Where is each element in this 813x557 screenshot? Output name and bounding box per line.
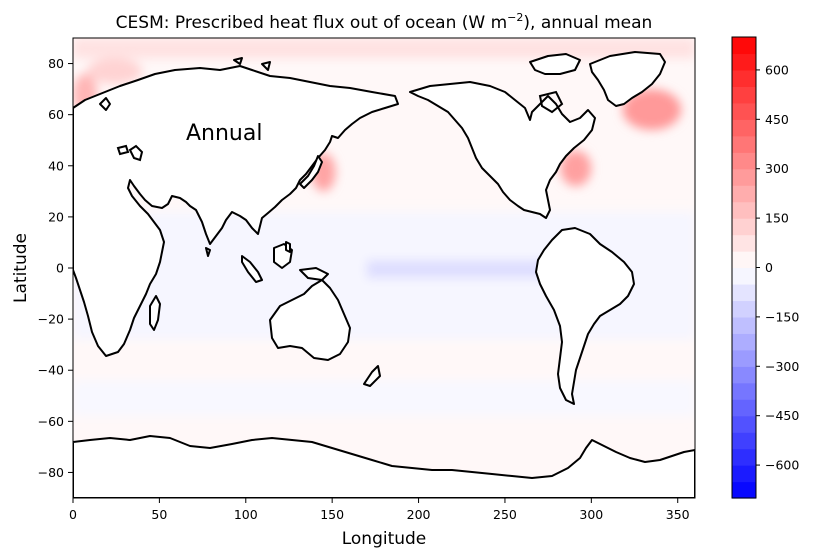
philippines-island	[285, 241, 291, 253]
colorbar-segment	[732, 185, 756, 203]
uk-island	[99, 97, 111, 111]
y-tick-label: 0	[56, 261, 64, 276]
colorbar-segment	[732, 399, 756, 417]
field-region	[86, 58, 143, 84]
inland-seas	[116, 90, 564, 162]
colorbar-segment	[732, 152, 756, 170]
colorbar-segment	[732, 349, 756, 367]
colorbar-segment	[732, 300, 756, 318]
colorbar-segment	[732, 448, 756, 466]
caspian-sea	[128, 144, 144, 162]
north-america-landmass	[409, 81, 596, 219]
svalbard-island	[233, 57, 243, 65]
eurasia-africa-landmass	[73, 65, 399, 357]
colorbar-tick-label: −600	[765, 458, 799, 473]
colorbar-segment	[732, 86, 756, 104]
title-suffix: ), annual mean	[523, 13, 652, 33]
y-tick-label: −20	[38, 312, 64, 327]
antarctica-landmass	[73, 435, 695, 498]
colorbar-segment	[732, 234, 756, 252]
iceland-island	[58, 92, 70, 100]
title-superscript: −2	[507, 11, 523, 24]
colorbar-segment	[732, 415, 756, 433]
colorbar-tick-label: 300	[765, 161, 789, 176]
y-tick-label: −80	[38, 465, 64, 480]
map-plot	[58, 38, 695, 498]
continents	[58, 51, 695, 498]
sri-lanka-island	[205, 247, 211, 257]
field-region	[73, 38, 695, 59]
field-region	[73, 380, 695, 417]
x-tick-label: 50	[151, 507, 167, 522]
novaya-zemlya-island	[261, 61, 271, 71]
colorbar-segment	[732, 366, 756, 384]
colorbar-segment	[732, 316, 756, 334]
hudson-bay	[538, 90, 564, 114]
field-region	[366, 260, 566, 279]
colorbar-tick-label: 150	[765, 211, 789, 226]
new-guinea-island	[299, 267, 329, 281]
colorbar-segment	[732, 481, 756, 499]
colorbar-segment	[732, 119, 756, 137]
y-tick-label: 80	[48, 56, 64, 71]
x-tick-label: 150	[320, 507, 344, 522]
new-zealand-island	[363, 365, 381, 387]
x-axis-label: Longitude	[342, 529, 427, 549]
field-region	[622, 89, 682, 130]
arctic-islands	[529, 53, 581, 75]
y-tick-label: 60	[48, 107, 64, 122]
annual-annotation: Annual	[186, 121, 262, 146]
greenland-landmass	[589, 51, 666, 107]
colorbar-tick-label: 0	[765, 260, 773, 275]
colorbar-segment	[732, 251, 756, 269]
colorbar-segment	[732, 37, 756, 55]
field-region	[560, 150, 592, 187]
colorbar-segment	[732, 218, 756, 236]
colorbar-tick-label: −300	[765, 359, 799, 374]
colorbar-segment	[732, 53, 756, 71]
colorbar-tick-label: −450	[765, 408, 799, 423]
colorbar-segment	[732, 333, 756, 351]
colorbar-segment	[732, 267, 756, 285]
madagascar-island	[149, 295, 161, 331]
colorbar-segment	[732, 168, 756, 186]
colorbar-segment	[732, 201, 756, 219]
colorbar-segment	[732, 69, 756, 87]
x-tick-label: 100	[234, 507, 258, 522]
colorbar: 600 450 300 150 0 −150 −300 −450 −600	[731, 36, 799, 499]
colorbar-segment	[732, 102, 756, 120]
y-axis-label: Latitude	[11, 233, 31, 303]
colorbar-segment	[732, 135, 756, 153]
x-tick-label: 200	[407, 507, 431, 522]
colorbar-tick-label: 600	[765, 62, 789, 77]
black-sea	[116, 144, 130, 156]
x-tick-label: 300	[579, 507, 603, 522]
x-axis: 0 50 100 150 200 250 300 350	[69, 498, 690, 522]
japan-island	[299, 155, 323, 189]
colorbar-segment	[732, 465, 756, 483]
colorbar-tick-label: 450	[765, 112, 789, 127]
y-tick-label: 40	[48, 158, 64, 173]
colorbar-tick-label: −150	[765, 309, 799, 324]
chart-title: CESM: Prescribed heat flux out of ocean …	[116, 11, 653, 33]
colorbar-segment	[732, 432, 756, 450]
x-tick-label: 0	[69, 507, 77, 522]
x-tick-label: 350	[666, 507, 690, 522]
colorbar-segment	[732, 382, 756, 400]
y-tick-label: −40	[38, 363, 64, 378]
y-tick-label: 20	[48, 209, 64, 224]
y-axis: −80 −60 −40 −20 0 20 40 60 80	[38, 56, 73, 480]
australia-landmass	[269, 279, 351, 361]
colorbar-segment	[732, 283, 756, 302]
sumatra-island	[241, 255, 263, 283]
south-america-landmass	[535, 227, 635, 405]
x-tick-label: 250	[493, 507, 517, 522]
y-tick-label: −60	[38, 414, 64, 429]
